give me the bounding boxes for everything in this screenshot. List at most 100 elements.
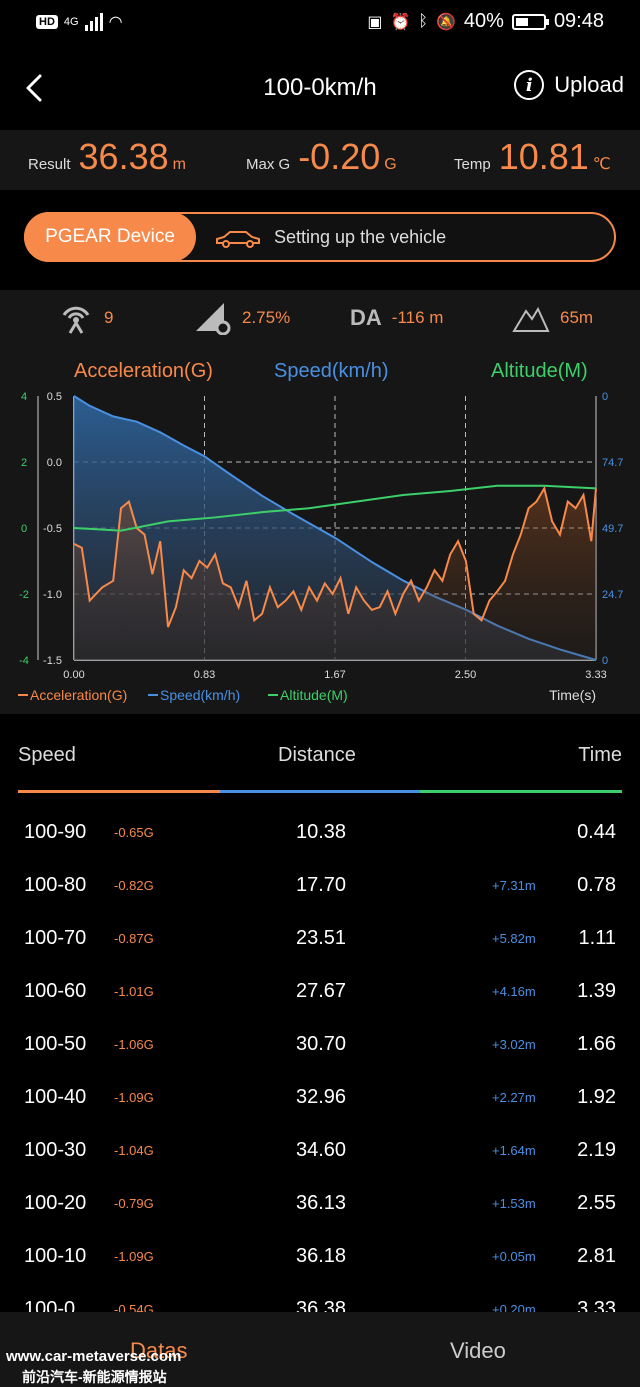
row-speed: 100-20 xyxy=(24,1192,87,1214)
bluetooth-icon: ᛒ xyxy=(418,12,428,30)
header-distance: Distance xyxy=(278,744,356,766)
watermark-url: www.car-metaverse.com xyxy=(6,1348,182,1365)
status-bar: HD 4G ◠ ▣ ⏰ ᛒ 🔕 40% 09:48 xyxy=(0,0,640,48)
legend-item: Altitude(M) xyxy=(280,687,348,703)
x-tick-label: 3.33 xyxy=(585,669,606,681)
tab-datas[interactable]: Datas xyxy=(130,1338,188,1363)
row-distance: 27.67 xyxy=(296,980,347,1002)
y-tick-outer: 4 xyxy=(21,391,27,403)
row-delta: +0.05m xyxy=(492,1249,536,1264)
temp-stat: Temp 10.81 ℃ xyxy=(454,130,611,190)
da-value: -116 m xyxy=(391,308,444,327)
row-time: 0.78 xyxy=(577,874,616,896)
clock: 09:48 xyxy=(553,10,604,32)
result-value: 36.38 xyxy=(78,136,169,177)
y-tick-acceleration: -1.5 xyxy=(43,655,62,667)
x-axis-label: Time(s) xyxy=(549,687,596,703)
y-tick-outer: -4 xyxy=(19,655,29,667)
row-distance: 34.60 xyxy=(296,1139,347,1161)
table-row: 100-40 -1.09G 32.96 +2.27m 1.92 xyxy=(0,1072,640,1125)
slope-gear-icon xyxy=(196,303,231,335)
result-unit: m xyxy=(172,156,186,173)
x-tick-label: 1.67 xyxy=(324,669,345,681)
satellite-icon xyxy=(62,306,90,334)
row-speed: 100-70 xyxy=(24,927,87,949)
y-tick-speed: 0 xyxy=(602,391,608,403)
legend-item: Speed(km/h) xyxy=(160,687,240,703)
y-tick-speed: 0 xyxy=(602,655,608,667)
chart-panel: Acceleration(G) Speed(km/h) Altitude(M) … xyxy=(0,346,640,714)
row-distance: 17.70 xyxy=(296,874,347,896)
slope-metric: 2.75% xyxy=(194,290,290,346)
acceleration-line xyxy=(73,485,597,628)
da-metric: DA -116 m xyxy=(350,290,443,346)
header-underline-time xyxy=(420,790,622,793)
device-button[interactable]: PGEAR Device xyxy=(24,212,196,262)
maxg-label: Max G xyxy=(246,156,291,173)
row-speed: 100-40 xyxy=(24,1086,87,1108)
row-speed: 100-90 xyxy=(24,821,87,843)
page-title: 100-0km/h xyxy=(263,74,377,101)
row-time: 2.81 xyxy=(577,1245,616,1267)
row-g: -1.04G xyxy=(114,1143,154,1158)
row-distance: 36.13 xyxy=(296,1192,347,1214)
device-bar[interactable]: PGEAR Device Setting up the vehicle xyxy=(24,212,616,262)
upload-button[interactable]: i Upload xyxy=(514,70,624,100)
bottom-tab-bar: Datas Video xyxy=(0,1312,640,1387)
row-delta: +2.27m xyxy=(492,1090,536,1105)
upload-label: Upload xyxy=(554,72,624,97)
y-tick-acceleration: 0.0 xyxy=(47,457,62,469)
alarm-icon: ⏰ xyxy=(390,13,411,31)
altitude-line xyxy=(73,484,597,532)
vehicle-setup-link[interactable]: Setting up the vehicle xyxy=(274,227,447,247)
satellite-metric: 9 xyxy=(58,290,113,346)
tab-video[interactable]: Video xyxy=(450,1338,506,1363)
split-table: Speed Distance Time 100-90 -0.65G 10.38 0.4… xyxy=(0,714,640,1320)
row-distance: 30.70 xyxy=(296,1033,347,1055)
result-stat: Result 36.38 m xyxy=(28,130,186,190)
chart-title-speed: Speed(km/h) xyxy=(274,360,389,382)
table-row: 100-20 -0.79G 36.13 +1.53m 2.55 xyxy=(0,1178,640,1231)
battery-percent: 40% xyxy=(463,10,504,32)
y-tick-speed: 24.7 xyxy=(602,589,623,601)
table-row: 100-90 -0.65G 10.38 0.44 xyxy=(0,807,640,860)
row-time: 1.39 xyxy=(577,980,616,1002)
header-underline-speed xyxy=(18,790,220,793)
y-tick-acceleration: 0.5 xyxy=(47,391,62,403)
table-row: 100-80 -0.82G 17.70 +7.31m 0.78 xyxy=(0,860,640,913)
metrics-row: 9 2.75% DA -116 m 65m xyxy=(0,290,640,346)
row-time: 2.19 xyxy=(577,1139,616,1161)
watermark-site: 前沿汽车-新能源情报站 xyxy=(22,1369,167,1385)
y-tick-acceleration: -0.5 xyxy=(43,523,62,535)
row-time: 1.66 xyxy=(577,1033,616,1055)
info-icon: i xyxy=(514,70,545,100)
result-label: Result xyxy=(28,156,71,173)
y-tick-outer: 2 xyxy=(21,457,27,469)
x-tick-label: 0.83 xyxy=(194,669,215,681)
row-g: -1.09G xyxy=(114,1090,154,1105)
back-button[interactable] xyxy=(18,70,54,106)
chart-title-acceleration: Acceleration(G) xyxy=(74,360,213,382)
satellite-count: 9 xyxy=(104,308,114,327)
network-type: 4G xyxy=(63,16,79,28)
row-delta: +7.31m xyxy=(492,878,536,893)
table-row: 100-10 -1.09G 36.18 +0.05m 2.81 xyxy=(0,1231,640,1284)
wifi-icon: ◠ xyxy=(108,14,123,31)
app-header: 100-0km/h i Upload xyxy=(0,48,640,130)
altitude-value: 65m xyxy=(560,308,594,327)
row-time: 1.11 xyxy=(578,927,616,949)
row-delta: +1.53m xyxy=(492,1196,536,1211)
da-label: DA xyxy=(350,305,382,330)
row-time: 1.92 xyxy=(577,1086,616,1108)
maxg-stat: Max G -0.20 G xyxy=(246,130,397,190)
header-time: Time xyxy=(578,744,622,766)
header-speed: Speed xyxy=(18,744,76,766)
y-tick-speed: 74.7 xyxy=(602,457,623,469)
temp-value: 10.81 xyxy=(498,136,589,177)
row-g: -0.87G xyxy=(114,931,154,946)
x-tick-label: 2.50 xyxy=(455,669,476,681)
table-row: 100-30 -1.04G 34.60 +1.64m 2.19 xyxy=(0,1125,640,1178)
row-g: -1.01G xyxy=(114,984,154,999)
row-speed: 100-50 xyxy=(24,1033,87,1055)
row-time: 0.44 xyxy=(577,821,616,843)
